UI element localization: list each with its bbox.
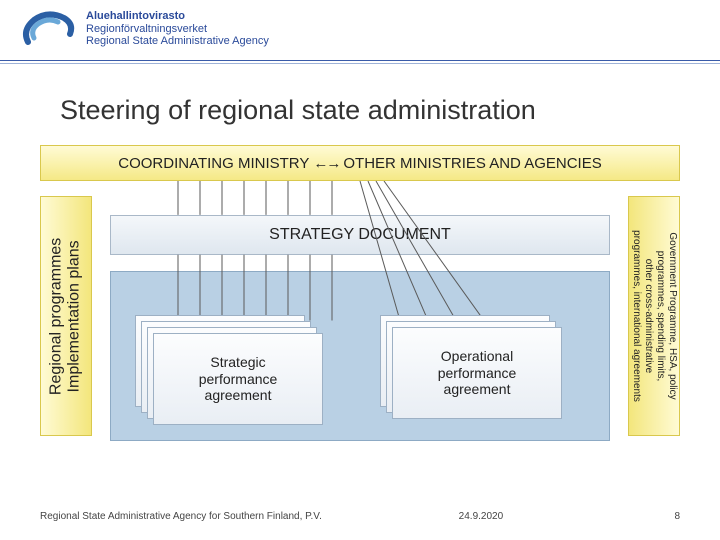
stack-card-front: Operational performance agreement bbox=[392, 327, 562, 419]
strategic-label-2: performance bbox=[199, 371, 278, 387]
footer: Regional State Administrative Agency for… bbox=[40, 511, 680, 522]
left-sidebar-line2: Implementation plans bbox=[66, 240, 83, 392]
left-sidebar: Regional programmes Implementation plans bbox=[40, 196, 92, 436]
logo-text: Aluehallintovirasto Regionförvaltningsve… bbox=[86, 10, 269, 48]
logo-block: Aluehallintovirasto Regionförvaltningsve… bbox=[20, 8, 269, 50]
strategic-agreement-stack: Strategic performance agreement bbox=[135, 315, 315, 415]
logo-line1: Aluehallintovirasto bbox=[86, 10, 269, 23]
strategy-document-label: STRATEGY DOCUMENT bbox=[269, 226, 451, 244]
footer-date: 24.9.2020 bbox=[459, 511, 504, 522]
strategic-label-1: Strategic bbox=[210, 354, 265, 370]
top-banner: COORDINATING MINISTRY ←→ OTHER MINISTRIE… bbox=[40, 145, 680, 181]
header-divider bbox=[0, 60, 720, 61]
operational-label-1: Operational bbox=[441, 348, 513, 364]
logo-line3: Regional State Administrative Agency bbox=[86, 35, 269, 48]
left-sidebar-text: Regional programmes Implementation plans bbox=[48, 237, 85, 394]
right-sidebar-line4: programmes, international agreements bbox=[631, 230, 642, 402]
footer-left: Regional State Administrative Agency for… bbox=[40, 511, 322, 522]
strategy-document-box: STRATEGY DOCUMENT bbox=[110, 215, 610, 255]
left-sidebar-line1: Regional programmes bbox=[48, 237, 65, 394]
header-divider-2 bbox=[0, 63, 720, 64]
footer-page-number: 8 bbox=[640, 511, 680, 522]
right-sidebar-line3: other cross-administrative bbox=[643, 259, 654, 373]
logo-line2: Regionförvaltningsverket bbox=[86, 23, 269, 36]
banner-right-text: OTHER MINISTRIES AND AGENCIES bbox=[343, 155, 601, 172]
right-sidebar: Government Programme, HSA, policy progra… bbox=[628, 196, 680, 436]
operational-agreement-stack: Operational performance agreement bbox=[380, 315, 560, 415]
slide-page: Aluehallintovirasto Regionförvaltningsve… bbox=[0, 0, 720, 540]
operational-label-2: performance bbox=[438, 365, 517, 381]
operational-label-3: agreement bbox=[444, 381, 511, 397]
strategic-label-3: agreement bbox=[205, 387, 272, 403]
slide-title: Steering of regional state administratio… bbox=[60, 95, 536, 126]
banner-arrows-icon: ←→ bbox=[309, 155, 343, 172]
diagram-area: Regional programmes Implementation plans… bbox=[40, 181, 680, 480]
right-sidebar-line2: programmes, spending limits, bbox=[655, 251, 666, 382]
banner-left-text: COORDINATING MINISTRY bbox=[118, 155, 309, 172]
right-sidebar-text: Government Programme, HSA, policy progra… bbox=[630, 230, 678, 402]
right-sidebar-line1: Government Programme, HSA, policy bbox=[667, 232, 678, 399]
logo-swirl-icon bbox=[20, 8, 76, 50]
stack-card-front: Strategic performance agreement bbox=[153, 333, 323, 425]
